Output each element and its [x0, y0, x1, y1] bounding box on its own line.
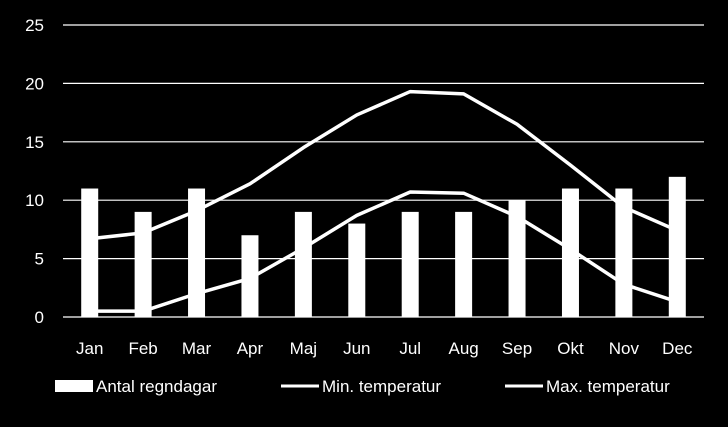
rain-days-bar — [134, 211, 152, 317]
max-temperature-line — [87, 89, 680, 241]
x-tick-label: Maj — [290, 339, 317, 358]
legend-label-min-temp: Min. temperatur — [322, 377, 441, 396]
y-tick-label: 15 — [25, 133, 44, 152]
x-tick-label: Jan — [76, 339, 103, 358]
x-tick-label: Sep — [502, 339, 532, 358]
y-tick-label: 5 — [35, 250, 44, 269]
x-axis-ticks: Jan Feb Mar Apr Maj Jun Jul Aug Sep Okt Nov Dec — [76, 339, 693, 358]
rain-days-bar — [348, 223, 366, 317]
y-tick-label: 0 — [35, 308, 44, 327]
rain-days-bar — [668, 176, 686, 317]
rain-days-bar — [294, 211, 312, 317]
rain-days-bar — [401, 211, 419, 317]
x-tick-label: Jun — [343, 339, 370, 358]
rain-days-bar — [561, 188, 579, 317]
legend-swatch-bar — [55, 380, 93, 392]
x-tick-label: Okt — [557, 339, 584, 358]
rain-days-bar — [241, 235, 259, 317]
x-tick-label: Jul — [399, 339, 421, 358]
rain-days-bar — [81, 188, 99, 317]
x-tick-label: Feb — [128, 339, 157, 358]
legend-label-rain-days: Antal regndagar — [96, 377, 217, 396]
min-temperature-line — [87, 190, 680, 313]
line-series — [87, 89, 680, 313]
legend-label-max-temp: Max. temperatur — [546, 377, 670, 396]
x-tick-label: Aug — [449, 339, 479, 358]
y-axis-ticks: 0 5 10 15 20 25 — [25, 16, 44, 327]
bar-series — [81, 176, 686, 317]
rain-days-bar — [188, 188, 206, 317]
x-tick-label: Apr — [237, 339, 264, 358]
y-tick-label: 10 — [25, 191, 44, 210]
gridlines — [63, 24, 704, 318]
y-tick-label: 25 — [25, 16, 44, 35]
x-tick-label: Nov — [609, 339, 640, 358]
x-tick-label: Dec — [662, 339, 693, 358]
y-tick-label: 20 — [25, 74, 44, 93]
rain-days-bar — [508, 200, 526, 317]
legend: Antal regndagar Min. temperatur Max. tem… — [55, 377, 670, 396]
x-tick-label: Mar — [182, 339, 212, 358]
rain-days-bar — [455, 211, 473, 317]
